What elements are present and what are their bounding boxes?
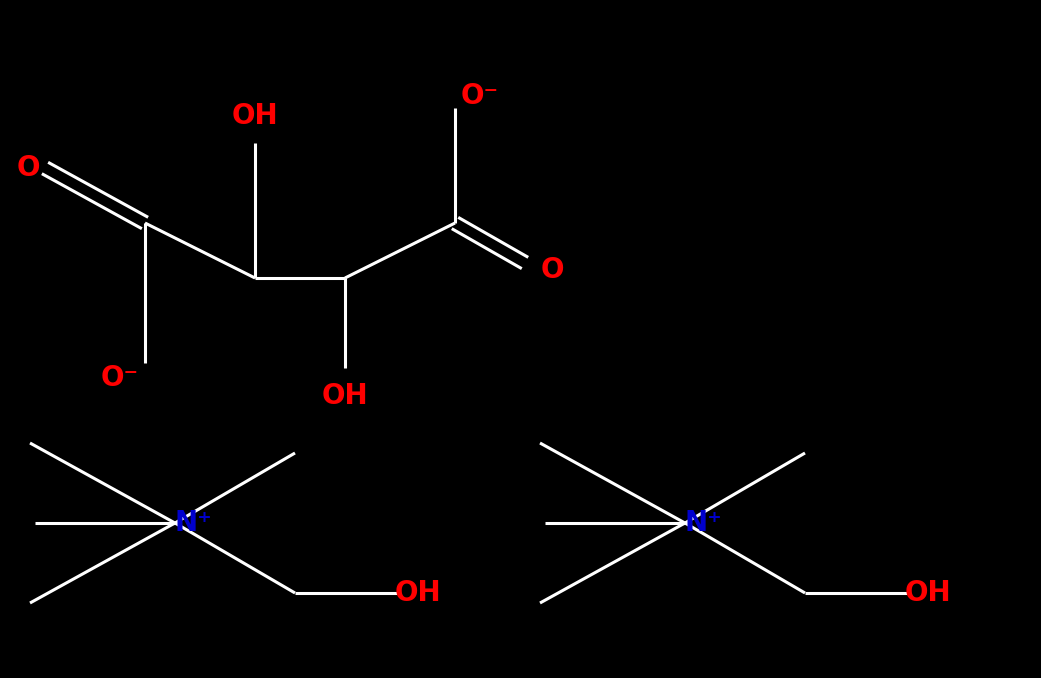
Text: OH: OH [232, 102, 278, 130]
Text: OH: OH [395, 579, 441, 607]
Text: OH: OH [905, 579, 951, 607]
Text: OH: OH [322, 382, 369, 410]
Text: O⁻: O⁻ [101, 364, 139, 392]
Text: N⁺: N⁺ [684, 509, 721, 537]
Text: O⁻: O⁻ [461, 82, 499, 110]
Text: N⁺: N⁺ [174, 509, 212, 537]
Text: O: O [17, 154, 40, 182]
Text: O: O [540, 256, 564, 284]
